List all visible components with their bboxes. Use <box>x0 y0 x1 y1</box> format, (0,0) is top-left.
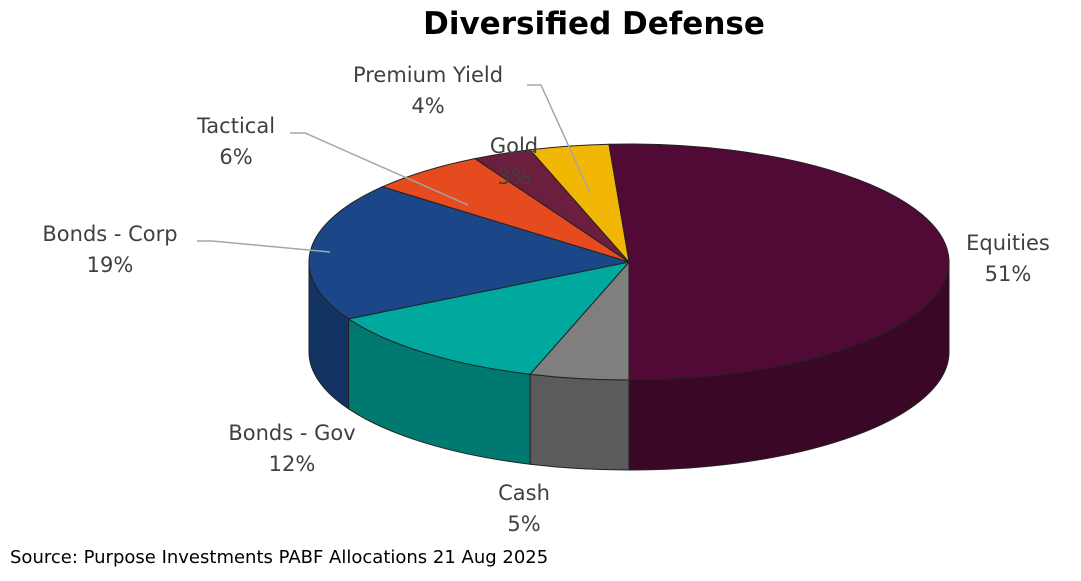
label-tactical: Tactical 6% <box>196 114 276 169</box>
slice-equities[interactable] <box>608 143 950 381</box>
leader-line-tactical <box>290 132 469 206</box>
label-cash: Cash 5% <box>498 481 550 536</box>
label-bonds-gov: Bonds - Gov 12% <box>228 421 356 476</box>
label-equities: Equities 51% <box>966 231 1050 286</box>
leader-line-premium-yield <box>527 84 591 194</box>
label-premium-yield: Premium Yield 4% <box>352 63 504 118</box>
slice-side-cash <box>529 373 630 471</box>
leader-line-bonds-corp <box>197 240 331 253</box>
slice-tactical[interactable] <box>381 158 630 263</box>
slice-bonds-gov[interactable] <box>347 261 631 375</box>
label-bonds-corp: Bonds - Corp 19% <box>42 222 178 277</box>
label-gold: Gold 3% <box>489 134 539 189</box>
chart-title: Diversified Defense <box>423 6 765 42</box>
source-note: Source: Purpose Investments PABF Allocat… <box>10 547 549 568</box>
